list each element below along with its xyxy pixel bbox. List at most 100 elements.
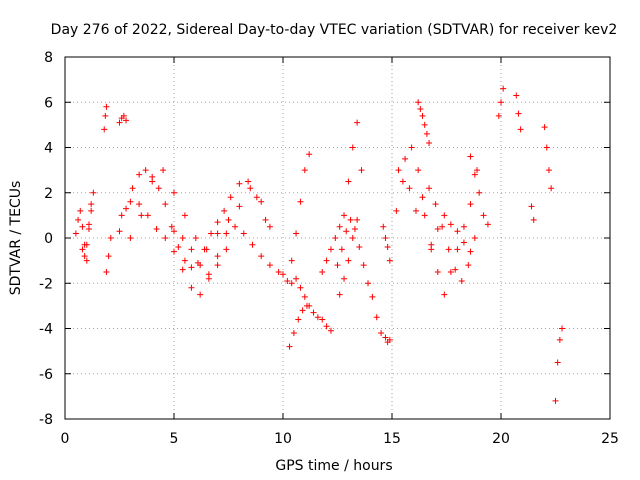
data-point bbox=[347, 216, 354, 223]
data-point bbox=[310, 309, 317, 316]
y-axis-ticks: -8 -6 -4 -2 0 2 4 6 8 bbox=[39, 50, 610, 428]
data-point bbox=[205, 275, 212, 282]
y-tick-label: 6 bbox=[44, 95, 53, 111]
data-point bbox=[284, 277, 291, 284]
data-point bbox=[171, 228, 177, 235]
data-point bbox=[223, 230, 230, 237]
data-point bbox=[138, 212, 145, 219]
x-tick-label: 0 bbox=[61, 431, 70, 447]
data-point bbox=[382, 334, 389, 341]
y-tick-label: -4 bbox=[39, 322, 53, 338]
data-point bbox=[144, 212, 151, 219]
data-point bbox=[79, 223, 86, 230]
data-point bbox=[378, 330, 385, 337]
data-point bbox=[142, 167, 149, 174]
series-arc-19 bbox=[395, 144, 481, 298]
series-arc-10 bbox=[280, 271, 334, 334]
data-point bbox=[249, 241, 256, 248]
data-point bbox=[380, 223, 387, 230]
data-point bbox=[552, 397, 559, 404]
data-point bbox=[303, 302, 310, 309]
data-point bbox=[336, 223, 343, 230]
series-arc-20 bbox=[415, 99, 433, 146]
data-point bbox=[423, 130, 430, 137]
data-point bbox=[266, 223, 273, 230]
data-point bbox=[495, 112, 502, 119]
data-point bbox=[412, 207, 419, 214]
data-point bbox=[314, 314, 321, 321]
data-point bbox=[386, 336, 393, 343]
series-arc-4 bbox=[103, 235, 114, 275]
data-point bbox=[365, 280, 372, 287]
data-point bbox=[434, 225, 441, 232]
data-point bbox=[253, 194, 260, 201]
data-point bbox=[188, 284, 195, 291]
data-point bbox=[426, 139, 433, 146]
data-point bbox=[88, 201, 95, 208]
data-point bbox=[116, 228, 123, 235]
data-point bbox=[421, 121, 428, 128]
data-point bbox=[293, 275, 300, 282]
data-point bbox=[275, 268, 282, 275]
data-point bbox=[171, 189, 177, 196]
data-point bbox=[476, 189, 483, 196]
y-tick-label: -2 bbox=[39, 276, 53, 292]
y-tick-label: 0 bbox=[44, 231, 53, 247]
data-point bbox=[79, 246, 86, 253]
series-arc-9 bbox=[171, 228, 230, 282]
data-point bbox=[354, 216, 361, 223]
data-point bbox=[188, 246, 195, 253]
data-point bbox=[356, 244, 363, 251]
data-point bbox=[467, 248, 474, 255]
data-point bbox=[484, 221, 491, 228]
x-tick-label: 5 bbox=[170, 431, 179, 447]
data-point bbox=[334, 262, 341, 269]
data-point bbox=[454, 246, 461, 253]
data-point bbox=[123, 117, 130, 124]
data-point bbox=[105, 253, 112, 260]
data-point bbox=[149, 178, 156, 185]
data-point bbox=[528, 203, 535, 210]
data-point bbox=[360, 262, 367, 269]
data-point bbox=[382, 235, 389, 241]
x-tick-label: 10 bbox=[274, 431, 292, 447]
data-point bbox=[179, 235, 186, 241]
data-point bbox=[432, 201, 439, 208]
data-point bbox=[341, 275, 348, 282]
data-point bbox=[341, 212, 348, 219]
data-point bbox=[345, 178, 352, 185]
data-point bbox=[236, 203, 243, 210]
data-point bbox=[421, 212, 428, 219]
data-point bbox=[290, 330, 297, 337]
data-point bbox=[214, 219, 221, 226]
data-point bbox=[155, 185, 162, 192]
series-arc-8 bbox=[127, 167, 273, 253]
series-arc-13 bbox=[319, 119, 365, 275]
data-point bbox=[323, 323, 330, 330]
data-point bbox=[467, 153, 474, 160]
y-tick-label: -8 bbox=[39, 412, 53, 428]
data-point bbox=[369, 293, 376, 300]
data-point bbox=[336, 291, 343, 298]
data-point bbox=[351, 225, 358, 232]
series-arc-11 bbox=[286, 302, 310, 350]
series-arc-1 bbox=[72, 189, 97, 264]
data-point bbox=[541, 124, 548, 131]
data-point bbox=[556, 336, 563, 343]
data-point bbox=[236, 180, 243, 187]
data-point bbox=[319, 316, 326, 323]
data-point bbox=[288, 280, 295, 287]
y-tick-label: 2 bbox=[44, 186, 53, 202]
data-point bbox=[75, 216, 82, 223]
data-point bbox=[434, 268, 441, 275]
data-point bbox=[554, 359, 561, 366]
series-arc-27 bbox=[552, 325, 566, 404]
data-point bbox=[323, 257, 330, 264]
data-point bbox=[214, 230, 221, 237]
x-tick-label: 15 bbox=[383, 431, 401, 447]
data-point bbox=[428, 241, 435, 248]
data-point bbox=[102, 112, 109, 119]
y-tick-label: 8 bbox=[44, 50, 53, 66]
data-point bbox=[338, 246, 345, 253]
data-point bbox=[179, 266, 186, 273]
